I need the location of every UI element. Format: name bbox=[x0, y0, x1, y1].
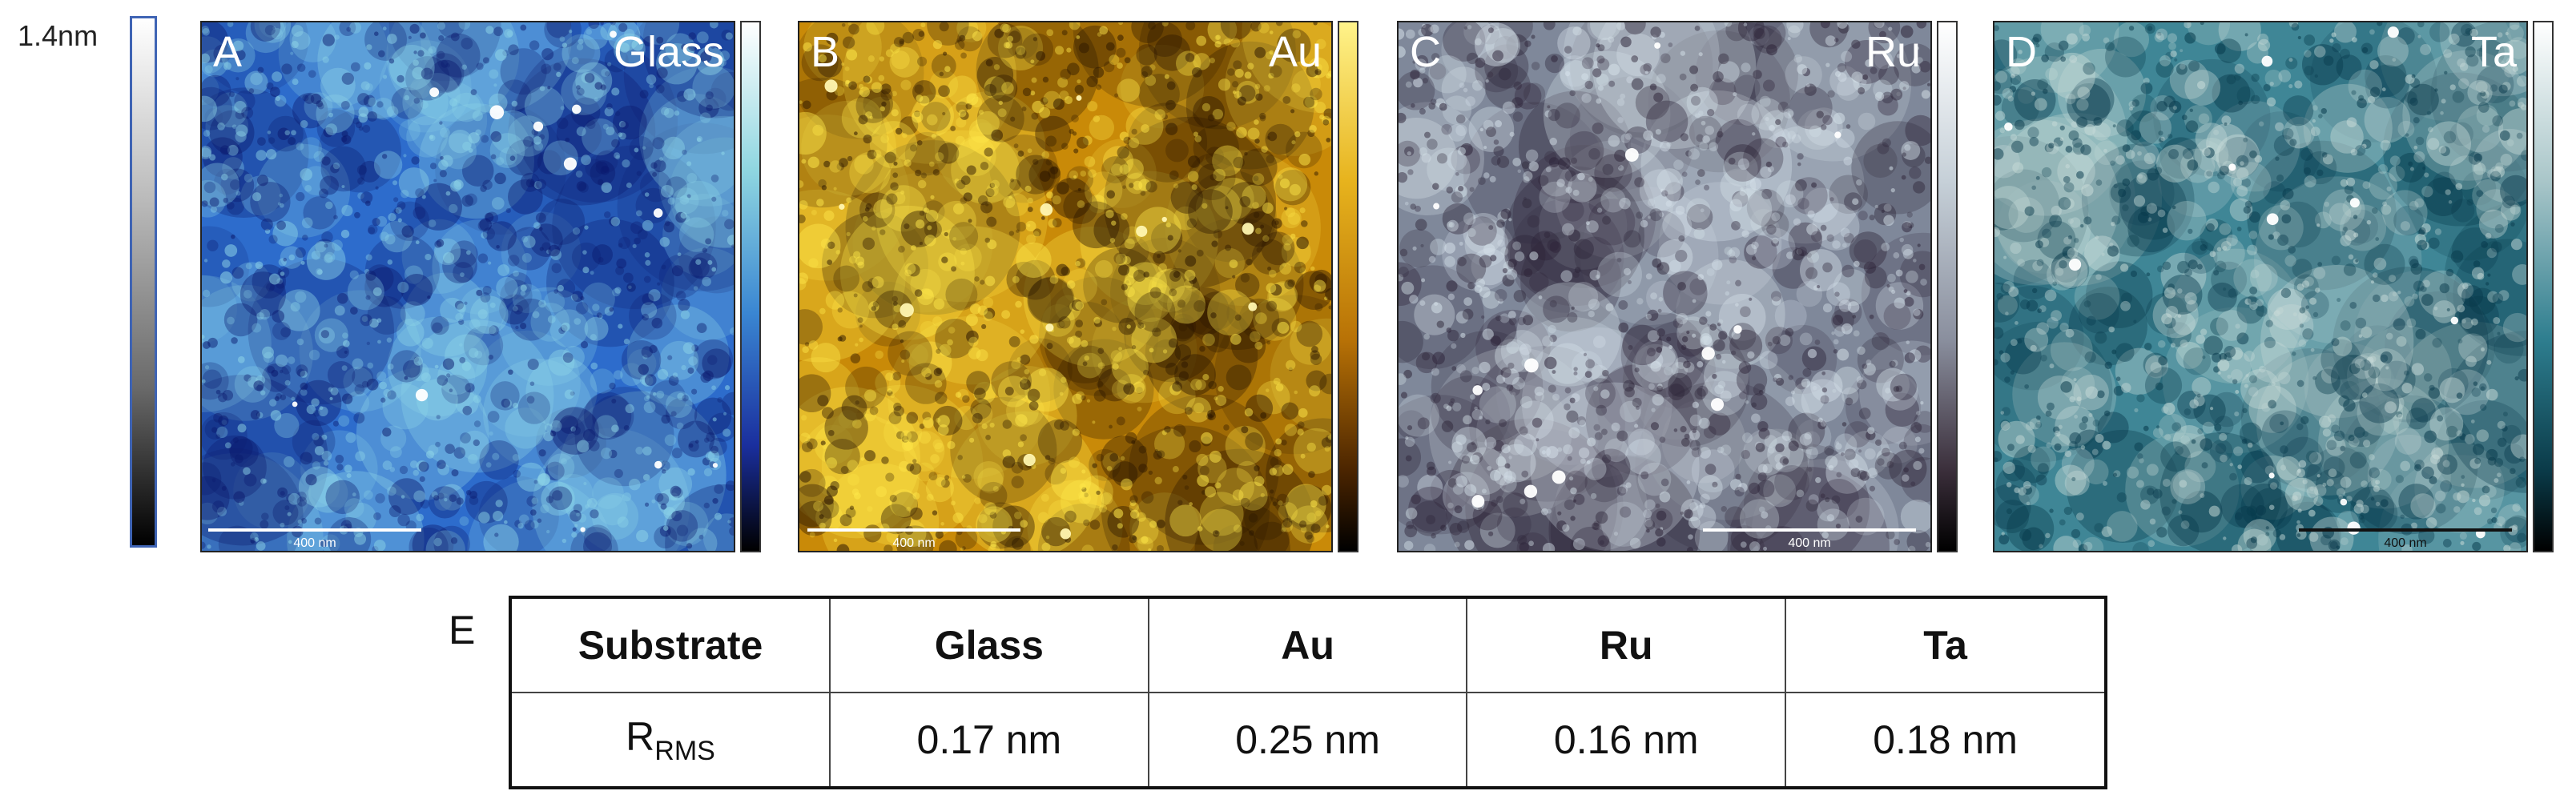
scale-bar bbox=[2299, 528, 2512, 532]
panel-substrate-name: Ru bbox=[1865, 28, 1921, 76]
roughness-table: Substrate Glass Au Ru Ta RRMS 0.17 nm 0.… bbox=[509, 596, 2107, 789]
panel-letter: C bbox=[1410, 28, 1441, 76]
colorbar-ta bbox=[2533, 21, 2554, 552]
header-cell-substrate: Substrate bbox=[509, 596, 831, 693]
afm-image-glass bbox=[202, 22, 734, 551]
panel-substrate-name: Au bbox=[1268, 28, 1322, 76]
scale-bar bbox=[1703, 528, 1916, 532]
value-cell-glass: 0.17 nm bbox=[829, 692, 1149, 789]
afm-panel-ta: D Ta 400 nm bbox=[1993, 21, 2528, 552]
header-cell-ta: Ta bbox=[1785, 596, 2107, 693]
panel-substrate-name: Ta bbox=[2470, 28, 2517, 76]
row-label-rms: RRMS bbox=[509, 692, 831, 789]
panel-substrate-name: Glass bbox=[613, 28, 724, 76]
header-cell-au: Au bbox=[1147, 596, 1468, 693]
afm-image-au bbox=[799, 22, 1331, 551]
header-cell-ru: Ru bbox=[1466, 596, 1787, 693]
value-cell-au: 0.25 nm bbox=[1147, 692, 1468, 789]
panel-letter: D bbox=[2006, 28, 2037, 76]
table-panel-letter: E bbox=[449, 608, 476, 652]
value-cell-ru: 0.16 nm bbox=[1466, 692, 1787, 789]
panel-letter: B bbox=[811, 28, 840, 76]
colorbar-au bbox=[1338, 21, 1358, 552]
row-label-subscript: RMS bbox=[654, 735, 715, 766]
colorbar-glass bbox=[740, 21, 761, 552]
global-height-scale-bar bbox=[130, 16, 157, 548]
scale-bar-label: 400 nm bbox=[1788, 536, 1831, 550]
afm-image-ru bbox=[1399, 22, 1930, 551]
afm-image-ta bbox=[1994, 22, 2526, 551]
scale-bar-label: 400 nm bbox=[293, 536, 336, 550]
panel-letter: A bbox=[213, 28, 243, 76]
global-height-scale-label: 1.4nm bbox=[18, 19, 99, 52]
table-header-row: Substrate Glass Au Ru Ta bbox=[509, 596, 2107, 693]
scale-bar-label: 400 nm bbox=[2384, 536, 2427, 550]
table-row-rms: RRMS 0.17 nm 0.25 nm 0.16 nm 0.18 nm bbox=[509, 692, 2107, 789]
scale-bar bbox=[807, 528, 1020, 532]
afm-panel-au: B Au 400 nm bbox=[798, 21, 1333, 552]
scale-bar-label: 400 nm bbox=[892, 536, 936, 550]
header-cell-glass: Glass bbox=[829, 596, 1149, 693]
value-cell-ta: 0.18 nm bbox=[1785, 692, 2107, 789]
afm-panel-glass: A Glass 400 nm bbox=[200, 21, 735, 552]
row-label-main: R bbox=[626, 713, 655, 759]
colorbar-ru bbox=[1937, 21, 1958, 552]
afm-panel-ru: C Ru 400 nm bbox=[1397, 21, 1932, 552]
scale-bar bbox=[208, 528, 421, 532]
